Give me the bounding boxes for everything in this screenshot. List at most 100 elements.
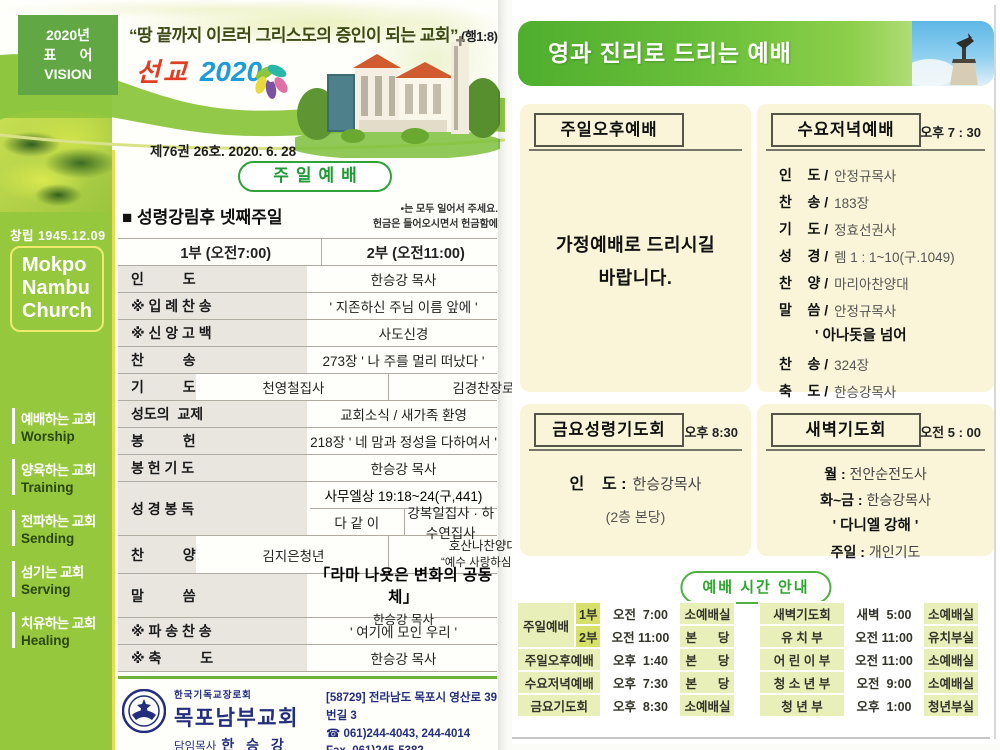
schedule-table-left: 주일예배 1부 오전 7:00 소예배실 2부 오전 11:00 본 당 주일오…	[515, 601, 737, 718]
table-row: 기 도 천영철집사 김경찬장로	[118, 374, 514, 401]
motto-quote: “땅 끝까지 이르러 그리스도의 증인이 되는 교회” (행1:8)	[129, 21, 501, 46]
box-time: 오후 7 : 30	[920, 125, 981, 140]
table-row: ※ 파 송 찬 송 ' 여기에 모인 우리 '	[118, 618, 497, 645]
box-title: 새벽기도회	[771, 413, 921, 447]
order-of-worship-table: 1부 (오전7:00) 2부 (오전11:00) 인 도 한승강 목사 ※ 입 …	[118, 238, 526, 672]
box-time: 오전 5 : 00	[920, 425, 981, 440]
sermon-cell: 「라마 나욧은 변화의 공동체」 한승강 목사	[314, 567, 493, 627]
box-title: 주일오후예배	[534, 113, 684, 147]
scan-edge-line	[512, 737, 990, 739]
box-title: 금요성령기도회	[534, 413, 684, 447]
table-row-scripture: 성 경 봉 독 사무엘상 19:18~24(구,441) 다 같 이 강복일집사…	[118, 482, 497, 541]
ministry-item-training: 양육하는 교회 Training	[12, 459, 112, 495]
phone: ☎ 061)244-4043, 244-4014	[326, 727, 471, 740]
table-row: 봉 헌 218장 ' 네 맘과 정성을 다하여서 '	[118, 428, 497, 455]
leaf-photo	[0, 118, 112, 212]
table-header-row: 1부 (오전7:00) 2부 (오전11:00)	[118, 239, 497, 266]
table-row: 찬 송 273장 ' 나 주를 멀리 떠났다 '	[118, 347, 497, 374]
box-title: 수요저녁예배	[771, 113, 921, 147]
table-row: ※ 입 례 찬 송 ' 지존하신 주님 이름 앞에 '	[118, 293, 497, 320]
service-title: ■ 성령강림후 넷째주일	[122, 208, 283, 227]
founded-date: 창립 1945.12.09	[10, 229, 106, 243]
wednesday-order: 인 도 / 안정규목사 찬 송 /183장 기 도 / 정효선권사 성 경 / 렘 1…	[779, 161, 986, 404]
sunday-afternoon-box: 주일오후예배 가정예배로 드리시길 바랍니다.	[520, 104, 751, 392]
box-rule	[529, 149, 742, 151]
vision-year: 2020년	[45, 27, 91, 43]
friday-prayer-box: 금요성령기도회 오후 8:30 인 도 : 한승강목사 (2층 본당)	[520, 404, 751, 556]
box-rule	[529, 449, 742, 451]
header-service1: 1부 (오전7:00)	[180, 245, 272, 262]
home-worship-notice: 가정예배로 드리시길 바랍니다.	[555, 235, 716, 289]
table-row: 2부 오전 11:00 본 당	[517, 624, 737, 649]
table-row: 금요기도회 오후 8:30 소예배실	[515, 693, 737, 718]
page-edge-line	[994, 5, 996, 739]
dawn-sermon-title: ' 다니엘 강해 '	[832, 518, 919, 534]
wednesday-sermon-title: ' 아나돗을 넘어	[815, 328, 907, 344]
header-label-cell	[118, 239, 131, 265]
motto-text: “땅 끝까지 이르러 그리스도의 증인이 되는 교회”	[129, 26, 459, 45]
table-row: 성도의 교제 교회소식 / 새가족 환영	[118, 401, 497, 428]
note-offering: 헌금은 들어오시면서 헌금함에	[372, 218, 498, 230]
choir-cell: 호산나찬양대 “예수 사랑하심을”	[388, 536, 578, 573]
statue-photo	[904, 21, 994, 86]
box-rule	[766, 149, 985, 151]
church-name-block: 한국기독교장로회 목포남부교회 담임목사 한 승 강	[174, 687, 326, 750]
worship-banner: 영과 진리로 드리는 예배	[518, 21, 994, 86]
ministry-list: 예배하는 교회 Worship 양육하는 교회 Training 전파하는 교회…	[12, 408, 112, 663]
wednesday-evening-box: 수요저녁예배 오후 7 : 30 인 도 / 안정규목사 찬 송 /183장 기 …	[757, 104, 994, 400]
motto-reference: (행1:8)	[461, 29, 498, 44]
sidebar-yellow-edge	[112, 150, 115, 750]
table-row: 새벽기도회 새벽 5:00 소예배실	[758, 601, 980, 626]
schedule-table-right: 새벽기도회 새벽 5:00 소예배실 유 치 부 오전 11:00 유치부실 어…	[758, 601, 980, 718]
table-row: 주일예배 1부 오전 7:00 소예배실	[516, 601, 737, 649]
table-row: 수요저녁예배 오후 7:30 본 당	[515, 670, 737, 695]
table-row-sermon: 말 씀 「라마 나욧은 변화의 공동체」 한승강 목사	[118, 567, 497, 627]
table-row: 주일오후예배 오후 1:40 본 당	[515, 647, 737, 672]
friday-leader: 인 도 : 한승강목사	[569, 476, 702, 493]
denomination: 한국기독교장로회	[174, 690, 252, 701]
vision-en: VISION	[44, 66, 92, 83]
table-row: 인 도 한승강 목사	[118, 266, 497, 293]
box-time: 오후 8:30	[684, 425, 738, 440]
table-row-praise: 찬 양 김지은청년 호산나찬양대 “예수 사랑하심을”	[118, 536, 526, 574]
table-row: 청 년 부 오후 1:00 청년부실	[758, 693, 980, 718]
church-footer: 한국기독교장로회 목포남부교회 담임목사 한 승 강 [58729] 전라남도 목…	[118, 676, 498, 750]
mission-kr: 선교	[136, 57, 190, 87]
ministry-item-sending: 전파하는 교회 Sending	[12, 510, 112, 546]
table-row: 유 치 부 오전 11:00 유치부실	[758, 624, 980, 649]
ministry-item-worship: 예배하는 교회 Worship	[12, 408, 112, 444]
mission-year: 2020	[199, 56, 263, 87]
banner-title: 영과 진리로 드리는 예배	[548, 40, 792, 66]
sunday-service-badge: 주일예배	[238, 161, 392, 192]
church-name-en: Mokpo Nambu Church	[10, 246, 104, 332]
table-row: 봉 헌 기 도 한승강 목사	[118, 455, 497, 482]
dawn-schedule: 월 : 전안순전도사 화~금 : 한승강목사 ' 다니엘 강해 ' 주일 : 개…	[757, 461, 994, 565]
table-row: ※ 신 앙 고 백 사도신경	[118, 320, 497, 347]
dawn-prayer-box: 새벽기도회 오전 5 : 00 월 : 전안순전도사 화~금 : 한승강목사 '…	[757, 404, 994, 560]
senior-pastor: 담임목사 한 승 강	[174, 737, 288, 750]
address: [58729] 전라남도 목포시 영산로 39번길 3	[326, 692, 498, 722]
ministry-item-serving: 섬기는 교회 Serving	[12, 561, 112, 597]
contact-block: [58729] 전라남도 목포시 영산로 39번길 3 ☎ 061)244-40…	[326, 687, 498, 750]
box-rule	[766, 449, 985, 451]
vision-label: 표 어	[43, 46, 93, 63]
issue-number: 제76권 26호. 2020. 6. 28	[150, 144, 297, 159]
fax-web: Fax. 061)245-5382 www.hinambu.net	[326, 743, 497, 750]
table-row: ※ 축 도 한승강 목사	[118, 645, 497, 672]
ministry-item-healing: 치유하는 교회 Healing	[12, 612, 112, 648]
church-name: 목포남부교회	[174, 707, 299, 730]
scripture-readers: 다 같 이 강복일집사 · 하수연집사	[310, 506, 497, 541]
friday-place: (2층 본당)	[605, 509, 666, 525]
right-page: 영과 진리로 드리는 예배 주일오후예배 가정예배로 드리시길 바랍니다.	[512, 0, 1000, 744]
church-illustration	[295, 36, 500, 158]
note-stand: •는 모두 일어서 주세요.	[400, 204, 498, 215]
church-logo	[122, 689, 166, 733]
schedule-badge: 예배 시간 안내	[680, 571, 832, 604]
mission-2020: 선교 2020	[136, 52, 262, 89]
scripture-stack: 사무엘상 19:18~24(구,441) 다 같 이 강복일집사 · 하수연집사	[310, 482, 497, 541]
page-fold-shadow	[498, 0, 512, 750]
flower-icon	[255, 64, 288, 99]
